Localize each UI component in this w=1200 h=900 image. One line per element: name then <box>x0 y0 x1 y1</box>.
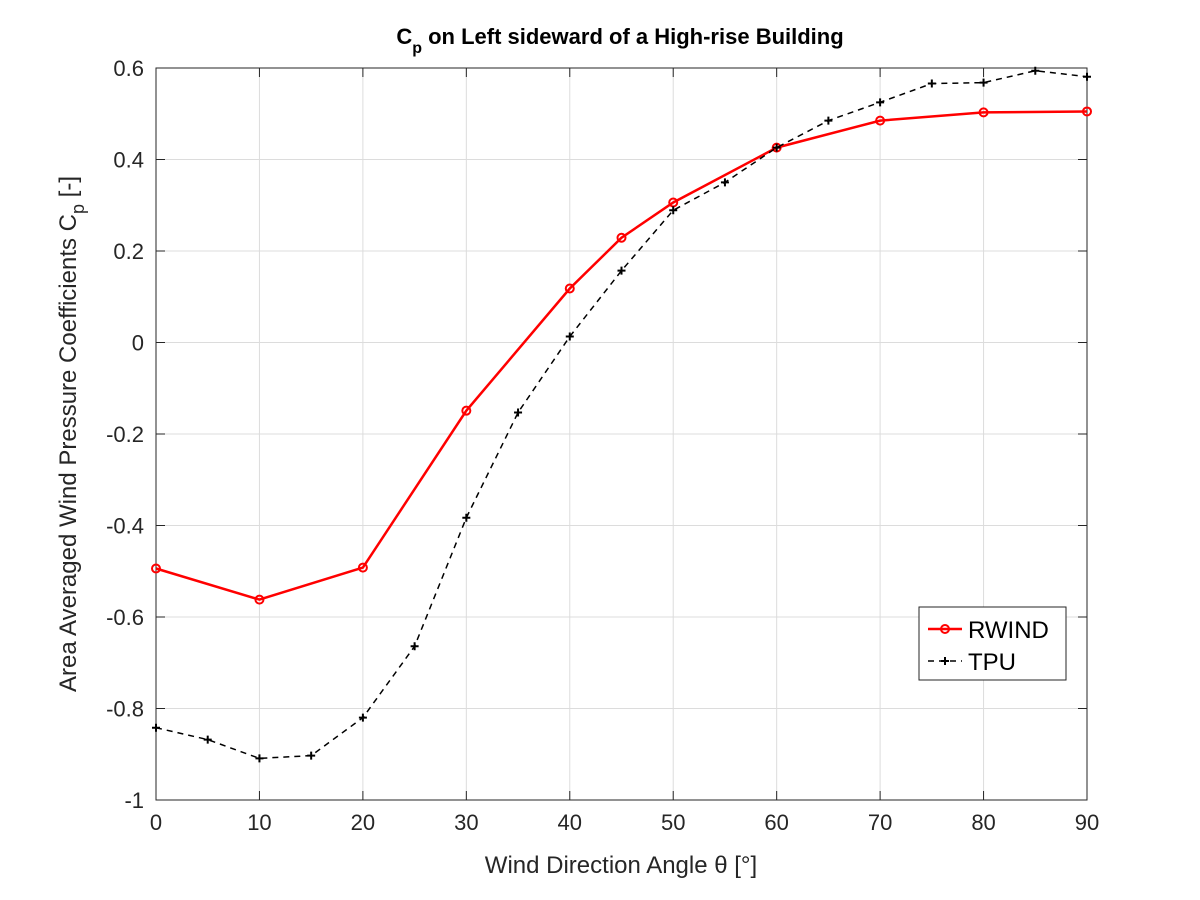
tpu-point <box>617 266 626 275</box>
tpu-point <box>1031 66 1040 75</box>
chart-title: Cp on Left sideward of a High-rise Build… <box>396 24 843 57</box>
rwind-point <box>564 283 575 294</box>
series <box>151 66 1092 763</box>
tpu-point <box>462 513 471 522</box>
tpu-point <box>307 751 316 760</box>
y-tick-label: 0.4 <box>113 148 144 173</box>
rwind-point <box>875 115 886 126</box>
legend: RWIND TPU <box>918 606 1067 681</box>
rwind-line <box>155 110 1088 601</box>
tpu-point <box>669 206 678 215</box>
y-tick-label: -0.6 <box>106 605 144 630</box>
tpu-point <box>358 713 367 722</box>
legend-rwind-label: RWIND <box>968 617 1049 644</box>
legend-tpu-marker <box>941 657 949 665</box>
y-tick-label: 0.6 <box>113 56 144 81</box>
legend-tpu-label: TPU <box>968 649 1016 676</box>
legend-rwind-marker <box>940 624 950 634</box>
y-tick-label: -0.4 <box>106 514 144 539</box>
rwind-point <box>461 405 472 416</box>
legend-box <box>918 606 1067 681</box>
y-tick-label: -1 <box>124 788 144 813</box>
x-tick-label: 10 <box>247 810 271 835</box>
tpu-point <box>876 98 885 107</box>
tpu-point <box>824 116 833 125</box>
ticks: 0 10 20 30 40 50 60 70 80 90 -1 -0.8 -0.6 -0.4 -0.2 0 0.… <box>106 56 1099 835</box>
rwind-point <box>978 107 989 118</box>
x-tick-label: 60 <box>764 810 788 835</box>
tpu-point <box>514 408 523 417</box>
tpu-point <box>410 642 419 651</box>
x-tick-label: 90 <box>1075 810 1099 835</box>
x-axis-label: Wind Direction Angle θ [°] <box>485 852 757 879</box>
tpu-point <box>979 78 988 87</box>
x-tick-label: 0 <box>150 810 162 835</box>
x-tick-label: 50 <box>661 810 685 835</box>
x-tick-label: 70 <box>868 810 892 835</box>
tpu-point <box>720 178 729 187</box>
tpu-point <box>772 143 781 152</box>
x-tick-label: 20 <box>351 810 375 835</box>
y-tick-label: 0 <box>132 331 144 356</box>
rwind-point <box>254 594 265 605</box>
tpu-point <box>152 723 160 732</box>
tpu-point <box>203 735 212 744</box>
x-tick-label: 80 <box>971 810 995 835</box>
y-tick-label: -0.8 <box>106 697 144 722</box>
tpu-point <box>927 79 936 88</box>
y-tick-label: 0.2 <box>113 239 144 264</box>
rwind-point <box>151 563 161 574</box>
rwind-point <box>616 232 627 243</box>
x-tick-label: 40 <box>558 810 582 835</box>
rwind-point <box>357 562 368 573</box>
tpu-point <box>255 754 264 763</box>
x-tick-label: 30 <box>454 810 478 835</box>
tpu-point <box>565 332 574 341</box>
rwind-point <box>1082 106 1092 117</box>
tpu-point <box>1083 72 1091 81</box>
y-axis-label: Area Averaged Wind Pressure Coefficients… <box>55 176 88 692</box>
y-tick-label: -0.2 <box>106 422 144 447</box>
